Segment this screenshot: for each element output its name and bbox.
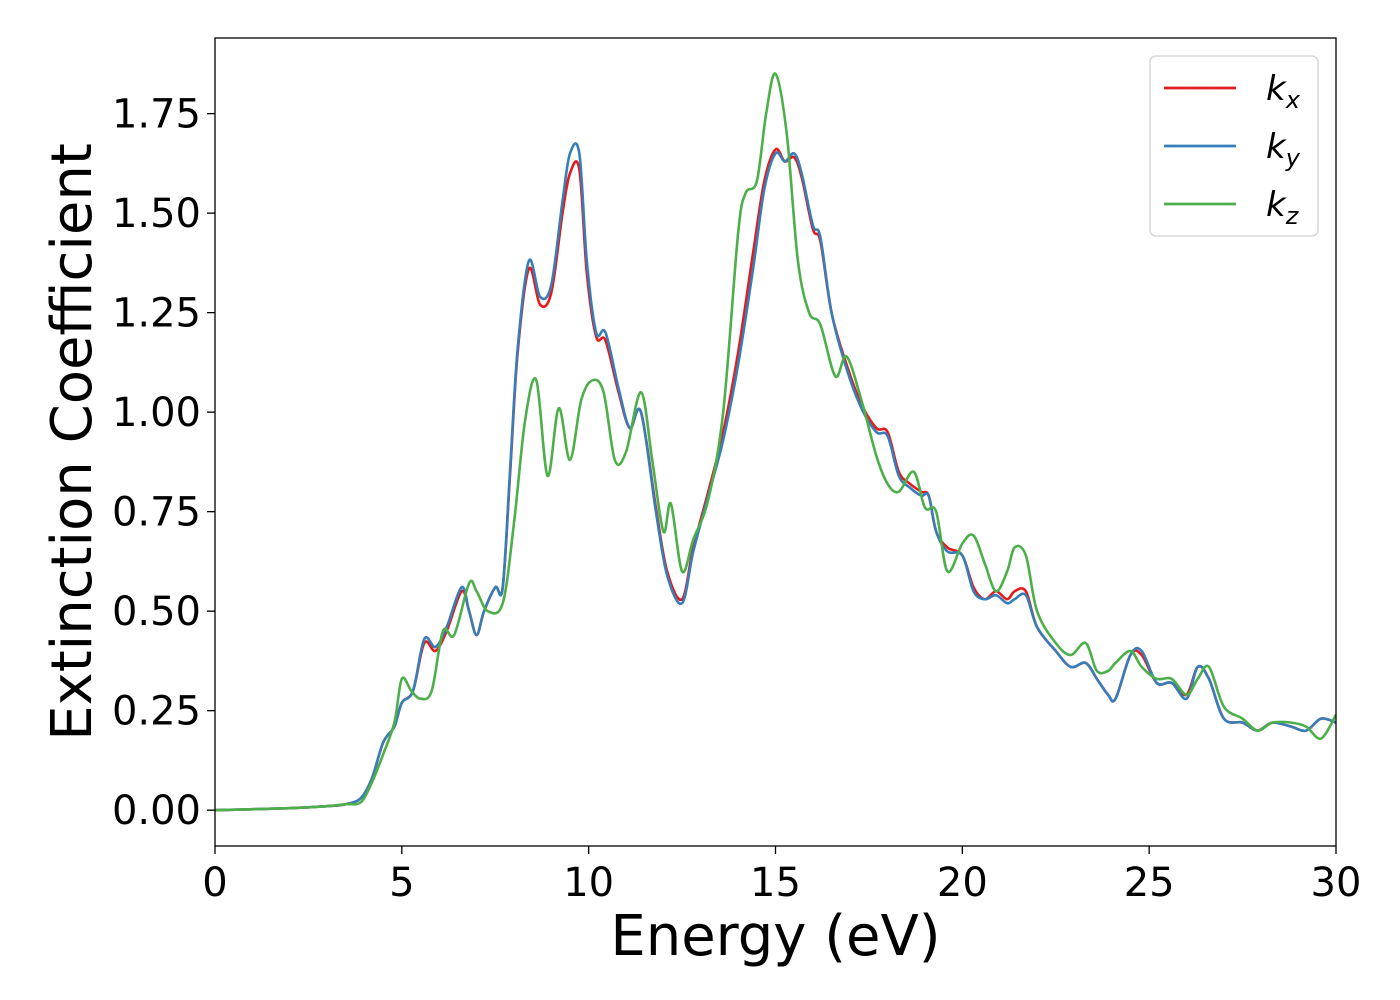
y-tick-label: 1.00: [112, 390, 201, 436]
x-tick-label: 0: [202, 860, 227, 906]
y-axis: 0.00 0.25 0.50 0.75 1.00 1.25 1.50 1.75: [112, 92, 215, 834]
x-tick-label: 10: [563, 860, 614, 906]
x-tick-label: 15: [750, 860, 801, 906]
x-axis: 0 5 10 15 20 25 30: [202, 846, 1361, 906]
y-axis-title: Extinction Coefficient: [40, 143, 105, 741]
y-tick-label: 1.75: [112, 92, 201, 138]
legend-label-ky: ky: [1266, 127, 1301, 172]
x-tick-label: 30: [1311, 860, 1362, 906]
y-tick-label: 0.50: [112, 589, 201, 635]
y-tick-label: 0.00: [112, 788, 201, 834]
legend-label-kz: kz: [1266, 185, 1300, 230]
y-tick-label: 1.50: [112, 191, 201, 237]
y-tick-label: 1.25: [112, 291, 201, 337]
series-line-kz: [215, 72, 1336, 812]
x-axis-title: Energy (eV): [610, 904, 940, 969]
legend-label-kx: kx: [1266, 69, 1301, 114]
y-tick-label: 0.75: [112, 490, 201, 536]
legend: kx ky kz: [1149, 55, 1319, 237]
y-tick-label: 0.25: [112, 689, 201, 735]
series-line-ky: [215, 142, 1336, 812]
series-layer: [215, 72, 1336, 812]
x-tick-label: 25: [1124, 860, 1175, 906]
x-tick-label: 20: [937, 860, 988, 906]
x-tick-label: 5: [389, 860, 414, 906]
